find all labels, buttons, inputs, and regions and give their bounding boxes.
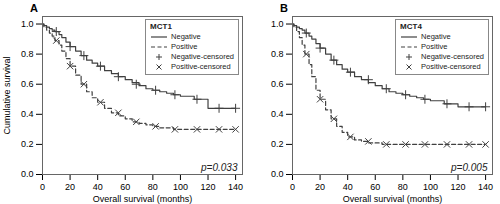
svg-text:120: 120 [451, 182, 466, 192]
svg-text:p=0.005: p=0.005 [450, 162, 488, 173]
svg-text:20: 20 [315, 182, 325, 192]
svg-text:0.2: 0.2 [271, 139, 284, 149]
svg-text:Overall survival (months): Overall survival (months) [343, 194, 443, 204]
svg-text:0.0: 0.0 [21, 169, 34, 179]
html-text:Negative: Negative [421, 32, 451, 41]
svg-text:0.6: 0.6 [271, 79, 284, 89]
html-text:Positive: Positive [421, 42, 448, 51]
svg-text:0.2: 0.2 [21, 139, 34, 149]
svg-text:0.8: 0.8 [271, 49, 284, 59]
svg-text:100: 100 [423, 182, 438, 192]
svg-text:80: 80 [398, 182, 408, 192]
html-text:Negative-censored: Negative-censored [421, 52, 484, 61]
svg-text:60: 60 [370, 182, 380, 192]
svg-text:0: 0 [290, 182, 295, 192]
html-text:Positive-censored: Positive-censored [421, 62, 481, 71]
svg-text:0: 0 [40, 182, 45, 192]
html-text:Negative-censored: Negative-censored [171, 52, 234, 61]
svg-text:0.0: 0.0 [271, 169, 284, 179]
html-text:A: A [30, 2, 38, 14]
svg-text:p=0.033: p=0.033 [200, 162, 238, 173]
html-text:Positive-censored: Positive-censored [171, 62, 231, 71]
html-text:Negative: Negative [171, 32, 201, 41]
html-text:MCT1: MCT1 [150, 22, 172, 31]
html-text:Positive: Positive [171, 42, 198, 51]
svg-text:60: 60 [120, 182, 130, 192]
svg-text:100: 100 [173, 182, 188, 192]
svg-text:1.0: 1.0 [271, 19, 284, 29]
svg-text:20: 20 [65, 182, 75, 192]
html-text:B: B [280, 2, 288, 14]
svg-text:140: 140 [478, 182, 493, 192]
svg-text:1.0: 1.0 [21, 19, 34, 29]
svg-text:0.8: 0.8 [21, 49, 34, 59]
svg-text:Overall survival (months): Overall survival (months) [93, 194, 193, 204]
svg-text:0.4: 0.4 [271, 109, 284, 119]
svg-text:Cumulative survival: Cumulative survival [2, 56, 12, 134]
svg-text:40: 40 [343, 182, 353, 192]
svg-text:40: 40 [93, 182, 103, 192]
svg-text:0.6: 0.6 [21, 79, 34, 89]
svg-text:140: 140 [228, 182, 243, 192]
svg-text:80: 80 [148, 182, 158, 192]
svg-text:120: 120 [201, 182, 216, 192]
svg-text:0.4: 0.4 [21, 109, 34, 119]
html-text:MCT4: MCT4 [400, 22, 422, 31]
